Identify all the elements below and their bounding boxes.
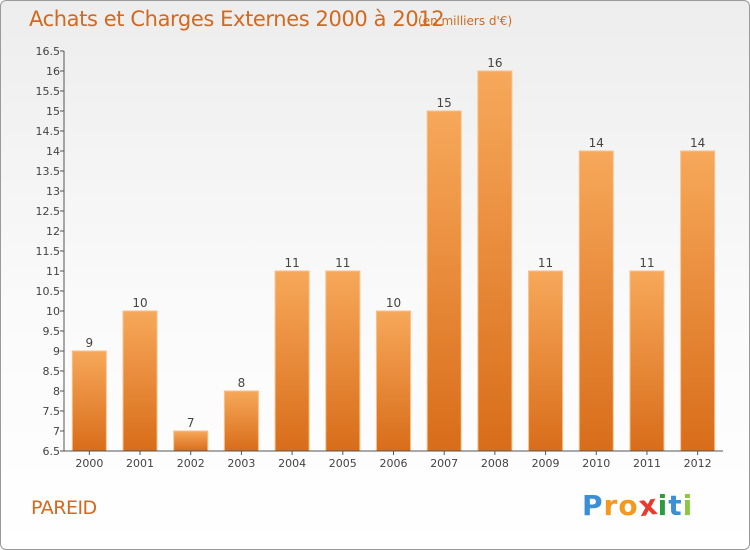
- x-tick-label-2004: 2004: [278, 457, 306, 470]
- data-label-2006: 10: [386, 296, 401, 310]
- data-label-2004: 11: [284, 256, 299, 270]
- y-tick-label: 12: [46, 225, 60, 238]
- bar-2001: [122, 310, 158, 452]
- bar-2006: [376, 310, 411, 452]
- logo-letter: r: [603, 489, 619, 522]
- bar-2000: [71, 350, 107, 452]
- data-label-2011: 11: [639, 256, 654, 270]
- bar-2005: [325, 270, 361, 452]
- data-label-2007: 15: [437, 96, 452, 110]
- y-tick-label: 7: [53, 425, 60, 438]
- y-tick-label: 8: [53, 385, 60, 398]
- y-tick-label: 9: [53, 345, 60, 358]
- logo-letter: P: [582, 489, 604, 522]
- x-tick-label-2000: 2000: [75, 457, 103, 470]
- bar-2003: [223, 390, 259, 452]
- bar-2008: [477, 70, 513, 452]
- bar-2004: [274, 270, 310, 452]
- y-tick-label: 16.5: [36, 45, 61, 58]
- y-tick-label: 15: [46, 105, 60, 118]
- x-tick-label-2010: 2010: [582, 457, 610, 470]
- data-label-2001: 10: [132, 296, 147, 310]
- y-tick-label: 11: [46, 265, 60, 278]
- x-tick-label-2008: 2008: [481, 457, 509, 470]
- commune-name: PAREID: [31, 497, 97, 519]
- y-tick-label: 15.5: [36, 85, 61, 98]
- data-label-2012: 14: [690, 136, 705, 150]
- logo-letter: t: [668, 489, 683, 522]
- bar-2012: [680, 150, 716, 452]
- bar-2007: [426, 110, 462, 452]
- y-tick-label: 10: [46, 305, 60, 318]
- data-label-2005: 11: [335, 256, 350, 270]
- x-tick-label-2005: 2005: [329, 457, 357, 470]
- y-tick-label: 6.5: [43, 445, 61, 458]
- y-tick-label: 8.5: [43, 365, 61, 378]
- y-tick-label: 11.5: [36, 245, 61, 258]
- logo-letter: x: [636, 487, 660, 524]
- data-label-2002: 7: [187, 416, 195, 430]
- data-label-2003: 8: [238, 376, 246, 390]
- chart-unit: (en milliers d'€): [418, 14, 513, 28]
- y-tick-label: 9.5: [43, 325, 61, 338]
- bar-2009: [528, 270, 564, 452]
- x-tick-label-2001: 2001: [126, 457, 154, 470]
- x-tick-label-2011: 2011: [633, 457, 661, 470]
- bar-2011: [629, 270, 665, 452]
- x-tick-label-2002: 2002: [177, 457, 205, 470]
- y-tick-label: 14: [46, 145, 60, 158]
- bar-2010: [578, 150, 614, 452]
- bar-2002: [173, 430, 209, 452]
- y-tick-label: 13: [46, 185, 60, 198]
- x-tick-label-2007: 2007: [430, 457, 458, 470]
- y-tick-label: 10.5: [36, 285, 61, 298]
- data-label-2010: 14: [589, 136, 604, 150]
- logo-letter: i: [657, 489, 669, 522]
- x-tick-label-2006: 2006: [380, 457, 408, 470]
- chart-title: Achats et Charges Externes 2000 à 2012: [29, 7, 445, 31]
- logo-letter: i: [682, 489, 694, 522]
- bars-group: 9 10 7 8 11 11 10 15 16 11 14 11 14: [71, 56, 716, 452]
- logo-letter: o: [618, 489, 639, 522]
- proxiti-logo: Proxiti: [582, 487, 694, 524]
- data-label-2000: 9: [86, 336, 94, 350]
- y-tick-label: 13.5: [36, 165, 61, 178]
- axes-group: 6.5 7 7.5 8 8.5 9 9.5 10 10.5 11 11.5 12 12.5 13 13.5 1…: [36, 45, 723, 470]
- x-tick-label-2009: 2009: [532, 457, 560, 470]
- y-tick-label: 12.5: [36, 205, 61, 218]
- data-label-2008: 16: [487, 56, 502, 70]
- x-tick-label-2012: 2012: [684, 457, 712, 470]
- x-tick-label-2003: 2003: [227, 457, 255, 470]
- data-label-2009: 11: [538, 256, 553, 270]
- y-tick-label: 14.5: [36, 125, 61, 138]
- y-tick-label: 7.5: [43, 405, 61, 418]
- y-tick-label: 16: [46, 65, 60, 78]
